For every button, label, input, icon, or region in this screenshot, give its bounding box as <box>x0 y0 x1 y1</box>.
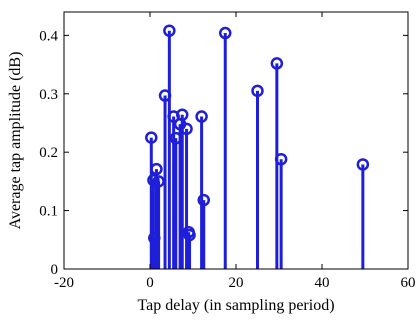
x-tick-label-4: 60 <box>401 275 416 291</box>
x-tick-label-1: 0 <box>146 275 154 291</box>
stem-marker-14 <box>195 110 208 123</box>
stem-marker-18 <box>270 57 284 70</box>
x-tick-label-2: 20 <box>229 275 244 291</box>
stem-marker-3 <box>150 162 163 176</box>
stem-marker-11 <box>180 122 193 136</box>
stem-series <box>145 24 370 269</box>
y-axis-label: Average tap amplitude (dB) <box>7 52 24 230</box>
plot-frame <box>63 11 409 270</box>
stem-marker-13 <box>183 228 196 242</box>
stem-marker-15 <box>197 193 210 207</box>
stem-marker-19 <box>274 152 288 166</box>
stem-marker-16 <box>219 26 232 40</box>
stem-marker-0 <box>145 131 158 144</box>
stem-marker-6 <box>163 24 176 37</box>
y-tick-label-1: 0.1 <box>39 204 58 220</box>
axis-ticks <box>63 12 409 270</box>
stem-marker-20 <box>356 158 370 171</box>
stem-marker-10 <box>176 108 189 122</box>
y-tick-label-4: 0.4 <box>39 28 58 44</box>
y-tick-label-2: 0.2 <box>39 145 58 161</box>
y-tick-label-0: 0 <box>51 262 59 278</box>
y-tick-label-3: 0.3 <box>39 87 58 103</box>
x-tick-label-3: 40 <box>315 275 330 291</box>
stem-marker-17 <box>251 84 264 98</box>
x-axis-label: Tap delay (in sampling period) <box>137 297 334 314</box>
x-tick-label-0: -20 <box>54 275 74 291</box>
stem-marker-1 <box>147 173 160 187</box>
